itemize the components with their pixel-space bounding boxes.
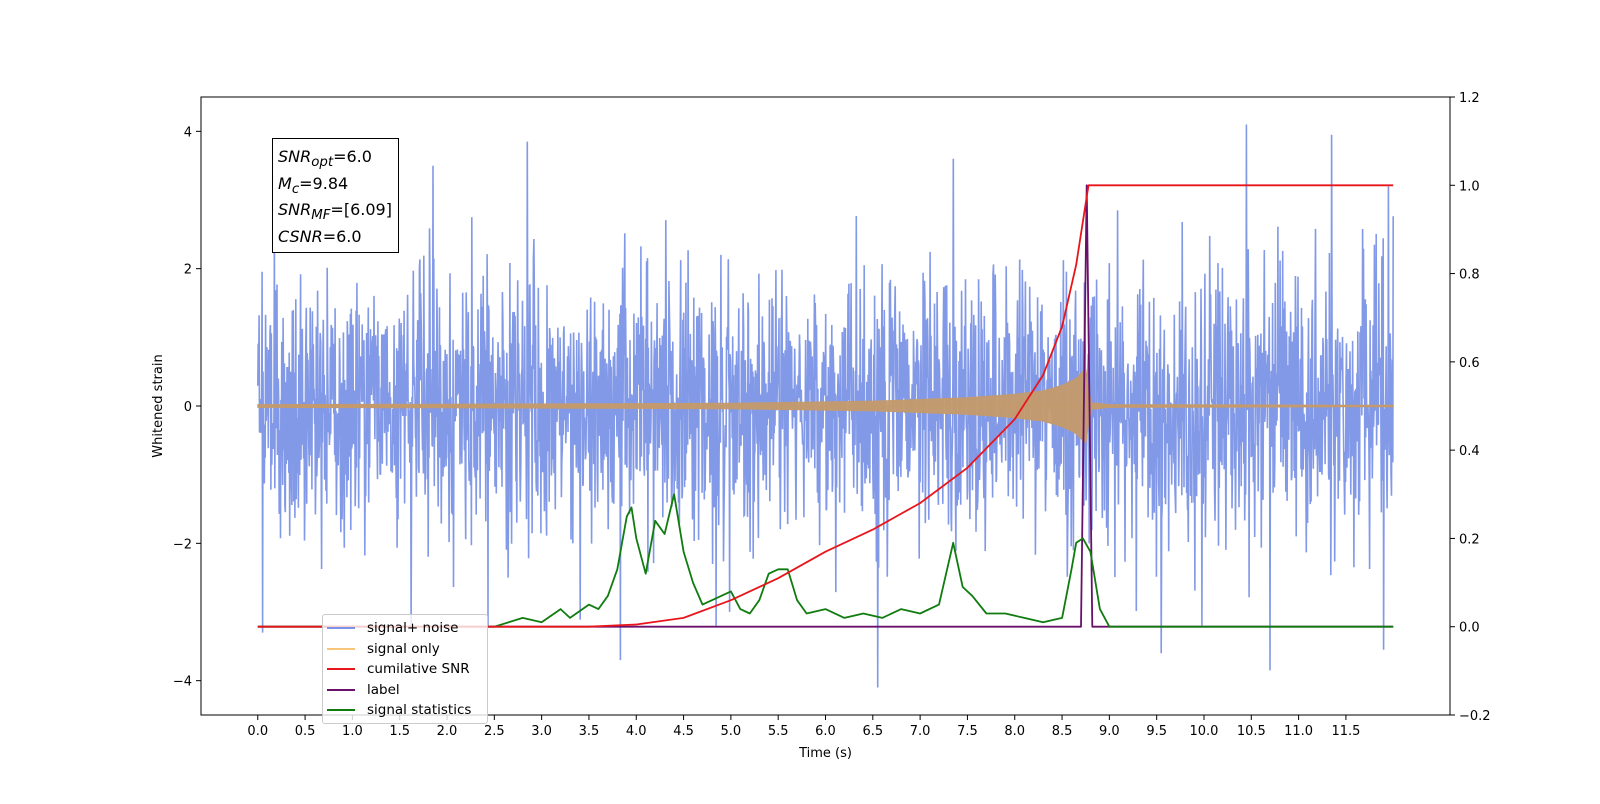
- x-tick-label: 0.5: [295, 724, 316, 739]
- legend-swatch-label: [327, 688, 355, 691]
- snr-mf-subscript: MF: [311, 208, 331, 224]
- y-tick-label-right: 0.8: [1459, 268, 1480, 283]
- legend-swatch-signal-statistics: [327, 709, 355, 712]
- x-tick-label: 6.5: [862, 724, 883, 739]
- chirp-mass-line: Mc=9.84: [278, 174, 392, 201]
- y-tick-label-left: −2: [173, 537, 192, 552]
- y-axis-label: Whitened strain: [151, 354, 166, 457]
- chirp-mass-value: =9.84: [299, 173, 349, 193]
- x-tick-label: 1.5: [389, 724, 410, 739]
- legend-item-signal-only: signal only: [327, 639, 481, 660]
- y-tick-label-right: 0.6: [1459, 356, 1480, 371]
- x-tick-label: 11.0: [1284, 724, 1313, 739]
- csnr-line: CSNR=6.0: [278, 227, 392, 248]
- x-tick-label: 5.5: [768, 724, 789, 739]
- legend-label-label: label: [367, 681, 400, 698]
- x-tick-label: 0.0: [247, 724, 268, 739]
- snr-opt-symbol: SNR: [278, 147, 312, 166]
- x-tick-label: 1.0: [342, 724, 363, 739]
- series-layer: [257, 124, 1394, 688]
- x-tick-label: 8.0: [1004, 724, 1025, 739]
- snr-mf-symbol: SNR: [278, 200, 312, 220]
- legend-item-signal-statistics: signal statistics: [327, 700, 481, 721]
- snr-opt-value: =6.0: [333, 147, 372, 166]
- csnr-symbol: CSNR: [278, 227, 323, 247]
- y-tick-label-left: 0: [184, 400, 192, 415]
- snr-mf-line: SNRMF=[6.09]: [278, 200, 392, 227]
- y-tick-label-left: 4: [184, 125, 192, 140]
- series-cumulative-snr-line: [257, 184, 1394, 628]
- x-tick-label: 10.0: [1190, 724, 1219, 739]
- snr-opt-subscript: opt: [311, 155, 334, 171]
- legend-label-cumulative-snr: cumilative SNR: [367, 661, 470, 678]
- legend-label-signal-noise: signal+ noise: [367, 620, 459, 637]
- x-tick-label: 2.0: [437, 724, 458, 739]
- metrics-annotation-box: SNRopt=6.0 Mc=9.84 SNRMF=[6.09] CSNR=6.0: [272, 138, 399, 253]
- chirp-mass-symbol: M: [278, 173, 292, 193]
- y-tick-label-right: 1.0: [1459, 179, 1480, 194]
- x-tick-label: 3.5: [579, 724, 600, 739]
- x-tick-label: 3.0: [531, 724, 552, 739]
- snr-opt-line: SNRopt=6.0: [278, 147, 392, 174]
- x-tick-label: 10.5: [1237, 724, 1266, 739]
- x-tick-label: 5.0: [721, 724, 742, 739]
- legend-label-signal-statistics: signal statistics: [367, 702, 472, 719]
- y-tick-label-left: 2: [184, 263, 192, 278]
- csnr-value: =6.0: [322, 227, 362, 247]
- legend-swatch-signal-noise: [327, 627, 355, 630]
- legend-label-signal-only: signal only: [367, 640, 440, 657]
- y-tick-label-right: 0.2: [1459, 532, 1480, 547]
- chirp-mass-subscript: c: [291, 181, 300, 197]
- x-tick-label: 6.0: [815, 724, 836, 739]
- y-tick-label-right: −0.2: [1459, 709, 1491, 724]
- x-tick-label: 7.5: [957, 724, 978, 739]
- y-tick-label-right: 0.4: [1459, 444, 1480, 459]
- legend-swatch-cumulative-snr: [327, 668, 355, 671]
- snr-mf-value: =[6.09]: [330, 200, 392, 220]
- legend-item-cumulative-snr: cumilative SNR: [327, 659, 481, 680]
- x-tick-label: 7.0: [910, 724, 931, 739]
- axes-layer: 0.0 0.5 1.0 1.5 2.0 2.5 3.0 3.5 4.0 4.5 5.0 5.5 6.0 6…: [173, 91, 1491, 739]
- y-tick-label-right: 0.0: [1459, 621, 1480, 636]
- x-tick-label: 4.0: [626, 724, 647, 739]
- x-tick-label: 2.5: [484, 724, 505, 739]
- legend-swatch-signal-only: [327, 647, 355, 650]
- x-tick-label: 9.0: [1099, 724, 1120, 739]
- legend-item-label: label: [327, 680, 481, 701]
- x-tick-label: 8.5: [1052, 724, 1073, 739]
- legend-item-signal-noise: signal+ noise: [327, 618, 481, 639]
- x-tick-label: 11.5: [1331, 724, 1360, 739]
- series-signal-noise-line: [257, 124, 1394, 688]
- x-tick-label: 4.5: [673, 724, 694, 739]
- y-tick-label-right: 1.2: [1459, 91, 1480, 106]
- legend: signal+ noise signal only cumilative SNR…: [322, 614, 488, 724]
- y-tick-label-left: −4: [173, 675, 192, 690]
- series-signal-statistics-line: [257, 493, 1394, 628]
- x-tick-label: 9.5: [1146, 724, 1167, 739]
- x-axis-label: Time (s): [798, 746, 852, 761]
